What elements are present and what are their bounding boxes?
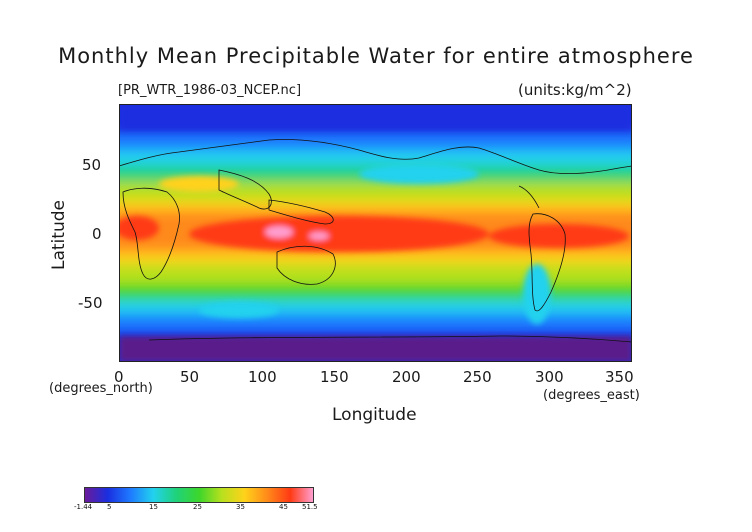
australia-outline: [276, 245, 336, 285]
x-tick-250: 250: [463, 368, 492, 386]
y-tick-50: 50: [82, 156, 102, 174]
colorbar-label-25: 25: [193, 503, 202, 511]
band-green-south: [119, 284, 632, 304]
units-label: (units:kg/m^2): [518, 81, 632, 99]
coastlines: [119, 139, 632, 343]
x-axis-label: Longitude: [332, 405, 417, 425]
antarctic-purple: [119, 336, 632, 362]
colorbar-label-45: 45: [279, 503, 288, 511]
seasia-outline: [268, 199, 334, 225]
y-axis-label: Latitude: [49, 200, 69, 270]
colorbar-label-min: -1.44: [74, 503, 93, 511]
antarctica-outline: [148, 335, 632, 343]
colorbar-label-15: 15: [149, 503, 158, 511]
colorbar-label-5: 5: [107, 503, 112, 511]
arctic-cap: [119, 104, 632, 130]
andes-dry-strip: [523, 264, 551, 324]
colorbar-label-max: 51.5: [302, 503, 318, 511]
source-file-label: [PR_WTR_1986-03_NCEP.nc]: [118, 83, 302, 98]
africa-outline: [122, 187, 180, 280]
southern-cyan-patch: [199, 302, 279, 318]
x-tick-150: 150: [320, 368, 349, 386]
colorbar: [84, 487, 314, 503]
maritime-peak-2: [309, 232, 329, 240]
pacific-cyan: [359, 164, 479, 184]
y-tick-0: 0: [92, 225, 102, 243]
x-tick-200: 200: [392, 368, 421, 386]
africa-core: [119, 216, 159, 240]
x-tick-0: 0: [114, 368, 124, 386]
y-unit-note: (degrees_north): [49, 381, 153, 396]
x-tick-300: 300: [535, 368, 564, 386]
colorbar-label-35: 35: [236, 503, 245, 511]
map-svg: [119, 104, 632, 362]
south-america-outline: [528, 213, 566, 312]
map-title: Monthly Mean Precipitable Water for enti…: [58, 44, 694, 68]
northern-coast: [119, 139, 632, 175]
amazon-core: [489, 224, 629, 248]
x-tick-350: 350: [605, 368, 634, 386]
band-yellow-north: [119, 182, 632, 204]
x-unit-note: (degrees_east): [543, 388, 640, 403]
y-tick-minus-50: -50: [78, 294, 103, 312]
central-america-outline: [518, 185, 540, 209]
precipitable-water-map: [119, 104, 632, 362]
maritime-peak-1: [265, 226, 293, 238]
tropical-core: [119, 164, 629, 324]
map-frame: [119, 104, 632, 362]
band-gold-south: [119, 252, 632, 266]
x-tick-100: 100: [248, 368, 277, 386]
arabia-dry: [159, 176, 239, 192]
warm-pool-core: [189, 216, 489, 252]
x-tick-50: 50: [180, 368, 200, 386]
band-blue-south: [119, 314, 632, 332]
